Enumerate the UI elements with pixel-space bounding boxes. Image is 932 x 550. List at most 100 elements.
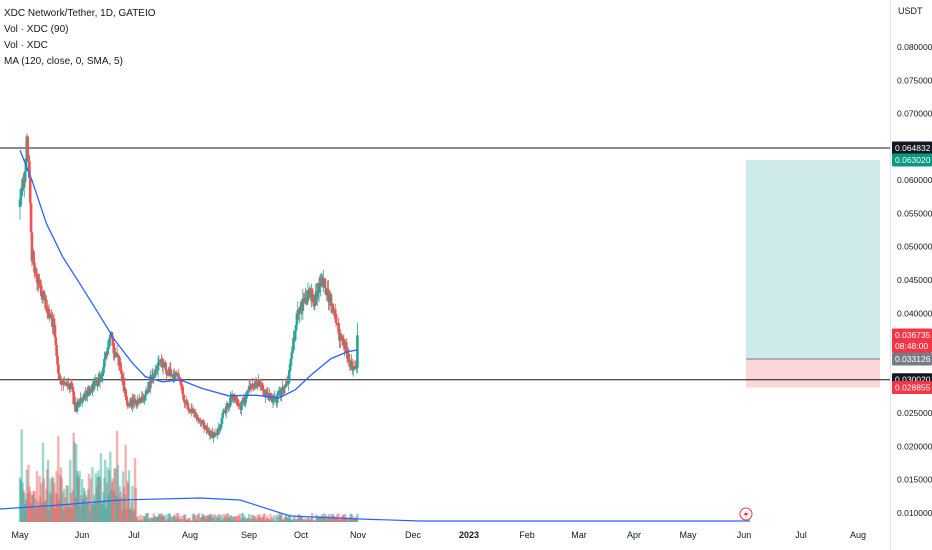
candle-body [213,433,217,435]
candle-body [143,394,147,399]
volume-bar [238,513,242,522]
volume-bar [224,515,227,522]
volume-bar [149,517,152,522]
candle-body [103,359,106,368]
candle-body [243,402,247,405]
volume-bar [94,473,98,522]
volume-bar [351,519,355,522]
candle-body [291,350,294,353]
candle-body [235,396,238,400]
volume-bar [132,511,135,522]
candle-body [229,397,232,406]
take-profit-zone[interactable] [746,160,880,360]
volume-ma-label[interactable]: Vol · XDC [4,40,48,51]
candle-body [349,362,352,367]
candle-body [329,296,333,306]
volume-bar [292,518,295,522]
volume-bar [82,487,86,522]
volume-bar [56,494,59,522]
volume-bar [52,477,55,522]
candle-body [195,413,198,417]
price-axis-unit: USDT [898,6,923,16]
candle-body [200,421,203,423]
volume-bar [265,516,269,522]
candle-body [206,427,209,433]
time-tick-label: Mar [571,530,587,540]
candle-body [146,391,150,394]
volume-bar [160,515,163,522]
candle-body [328,294,332,297]
volume-bar [195,515,198,522]
stop-loss-zone[interactable] [746,359,880,388]
volume-bar [85,496,88,522]
candle-body [287,382,290,385]
candle-body [81,399,85,401]
volume-bar [35,471,39,522]
candles [18,133,359,443]
volume-bar [224,518,228,522]
volume-bar [229,515,232,522]
candle-body [287,370,291,383]
time-tick-label: Jun [75,530,90,540]
candle-body [237,404,241,407]
price-axis[interactable]: USDT 0.010000 0.015000 0.020000 0.025000 0.0… [890,0,932,550]
candle-body [45,299,48,311]
candle-body [244,396,248,403]
volume-bar [144,517,147,522]
flash-icon[interactable] [739,507,753,521]
candle-body [270,395,274,403]
upper-line-tag[interactable]: 0.064832 [892,141,932,155]
volume-indicator-label[interactable]: Vol · XDC (90) [4,24,69,35]
volume-bar [208,514,212,522]
volume-bar [258,514,261,522]
entry-tag[interactable]: 0.033126 [892,352,932,366]
candle-body [90,390,93,393]
candle-body [92,380,96,390]
volume-bar [67,503,70,522]
candle-body [27,154,30,162]
volume-bar [172,516,175,522]
volume-bar [216,517,219,522]
volume-bar [348,518,351,522]
volume-bar [61,492,64,522]
candle-body [160,359,164,368]
volume-bar [250,514,253,522]
candle-body [20,189,24,196]
candle-body [117,355,121,366]
candle-body [281,387,284,391]
current-price-tag[interactable]: 0.036735 08:48:00 [892,328,932,353]
volume-bar [244,520,247,522]
candle-body [32,251,35,263]
volume-bar [237,515,241,522]
candle-body [246,390,249,395]
time-axis[interactable]: May Jun Jul Aug Sep Oct Nov Dec 2023 Feb Mar Apr May… [11,530,866,540]
symbol-title[interactable]: XDC Network/Tether, 1D, GATEIO [4,8,156,19]
stop-tag[interactable]: 0.028855 [892,380,932,394]
target-tag[interactable]: 0.063020 [892,153,932,167]
volume-bar [325,519,328,522]
volume-bar [57,500,61,522]
volume-bar [80,495,83,522]
volume-bar [60,477,63,522]
candle-body [332,310,335,312]
candle-body [106,347,110,355]
volume-bar [53,508,57,522]
volume-bar [115,495,118,522]
candle-body [126,405,130,407]
volume-bar [183,515,186,522]
volume-bar [80,479,84,522]
volume-bar [124,445,127,522]
volume-bar [137,516,140,522]
volume-bar [343,517,346,522]
ma-indicator-label[interactable]: MA (120, close, 0, SMA, 5) [4,56,123,67]
candle-body [119,362,122,371]
candle-body [350,361,354,371]
volume-bar [207,514,210,522]
candle-body [74,402,77,412]
candle-body [341,337,345,342]
volume-bar [93,501,97,522]
volume-bar [31,494,34,522]
volume-bar [338,518,341,522]
volume-bar [323,518,327,522]
